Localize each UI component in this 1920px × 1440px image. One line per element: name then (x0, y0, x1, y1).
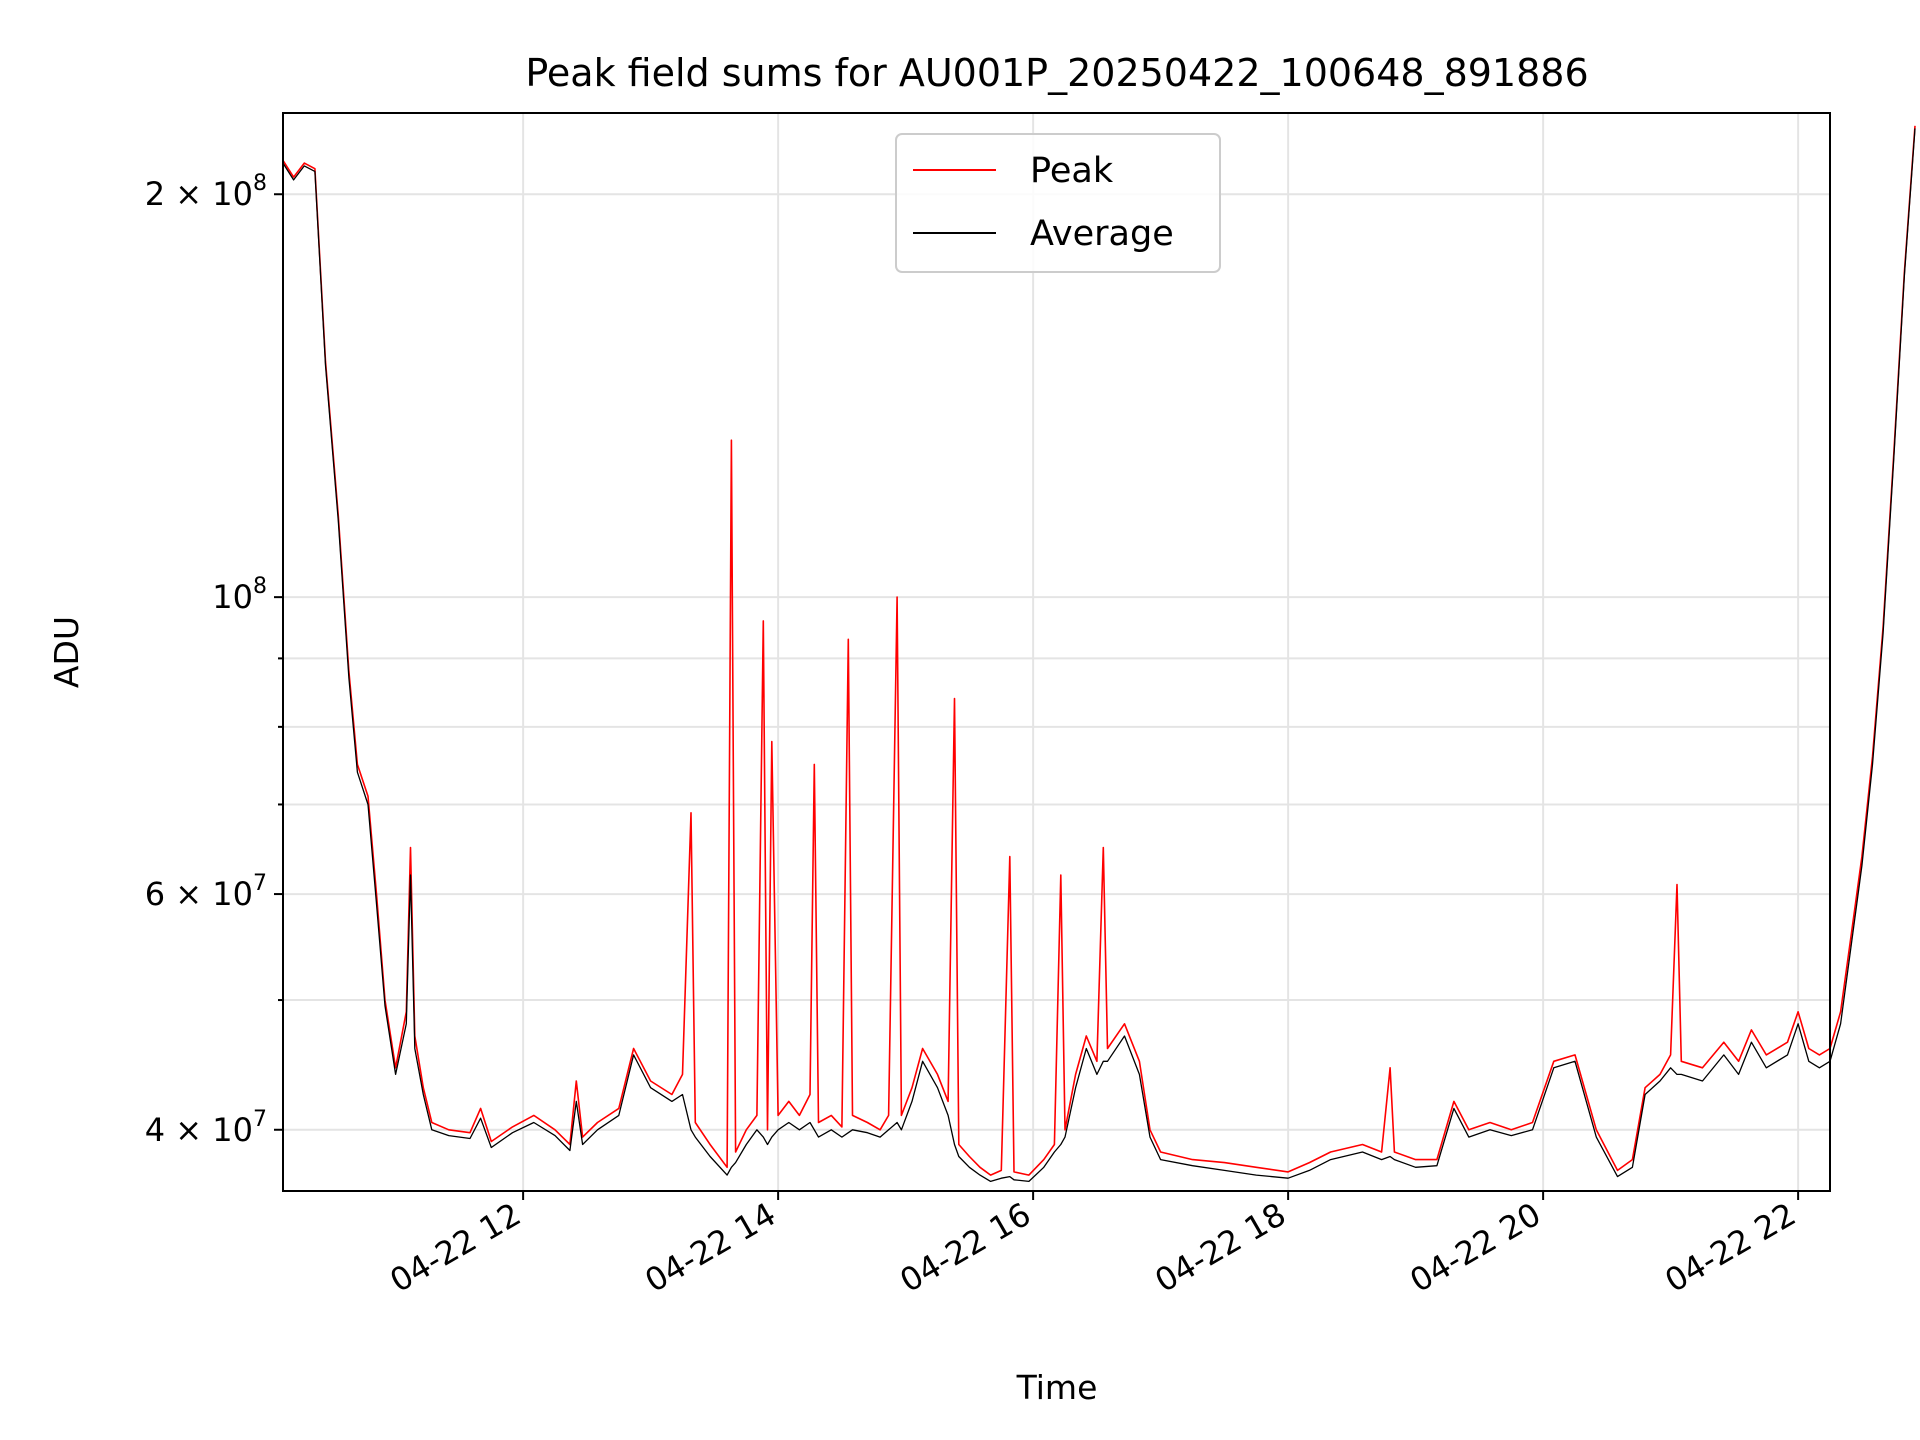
legend-box (895, 133, 1221, 273)
y-tick-label-exponent: 7 (253, 1107, 267, 1132)
series-line-average (282, 128, 1916, 1183)
y-tick-label-base: 2 × 10 (145, 175, 253, 213)
plot-frame (282, 112, 1831, 1192)
y-tick-label-exponent: 8 (253, 171, 267, 196)
legend-peak-label: Peak (1030, 151, 1114, 191)
chart-title: Peak field sums for AU001P_20250422_1006… (525, 51, 1588, 95)
series-line-peak (282, 125, 1916, 1176)
legend-average-label: Average (1030, 214, 1174, 254)
legend: Peak Average (895, 133, 1221, 273)
y-tick-label-exponent: 8 (253, 574, 267, 599)
y-tick-label-base: 4 × 10 (145, 1111, 253, 1149)
y-tick-label-base: 6 × 10 (145, 875, 253, 913)
grid (283, 113, 1830, 1191)
y-tick-label: 6 × 107 (145, 871, 267, 913)
series-layer (282, 125, 1916, 1183)
y-tick-label: 2 × 108 (145, 171, 267, 213)
y-tick-label: 108 (212, 574, 267, 616)
x-axis-label: Time (1016, 1368, 1098, 1407)
y-axis-label: ADU (47, 616, 86, 688)
y-tick-label: 4 × 107 (145, 1107, 267, 1149)
y-tick-label-exponent: 7 (253, 871, 267, 896)
y-tick-label-base: 10 (212, 578, 253, 616)
